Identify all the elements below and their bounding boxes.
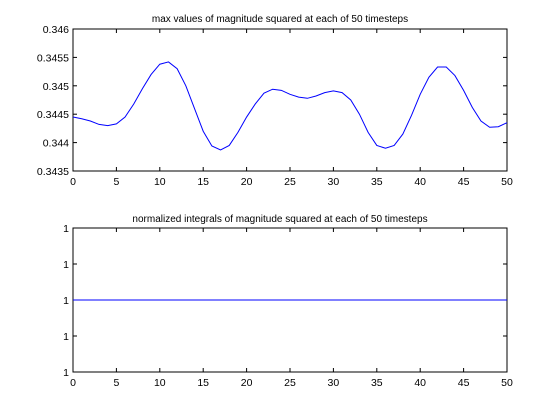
top-x-tick-label: 20 bbox=[241, 176, 253, 188]
bottom-x-tick-label: 30 bbox=[328, 377, 340, 389]
top-y-tick-label: 0.3435 bbox=[37, 166, 69, 178]
bottom-x-tick-label: 20 bbox=[241, 377, 253, 389]
bottom-y-tick-label: 1 bbox=[63, 331, 69, 343]
top-chart: max values of magnitude squared at each … bbox=[37, 14, 513, 188]
top-x-tick-label: 25 bbox=[284, 176, 296, 188]
bottom-y-tick-label: 1 bbox=[63, 295, 69, 307]
bottom-x-tick-label: 40 bbox=[414, 377, 426, 389]
bottom-chart-title: normalized integrals of magnitude square… bbox=[132, 214, 427, 225]
bottom-chart: normalized integrals of magnitude square… bbox=[63, 214, 513, 389]
top-chart-title: max values of magnitude squared at each … bbox=[152, 14, 408, 25]
top-x-tick-label: 35 bbox=[371, 176, 383, 188]
top-y-tick-label: 0.346 bbox=[43, 24, 69, 36]
top-x-tick-label: 45 bbox=[458, 176, 470, 188]
bottom-y-tick-label: 1 bbox=[63, 223, 69, 235]
top-x-tick-label: 0 bbox=[70, 176, 76, 188]
top-x-tick-label: 50 bbox=[501, 176, 513, 188]
bottom-x-tick-label: 25 bbox=[284, 377, 296, 389]
bottom-x-tick-label: 10 bbox=[154, 377, 166, 389]
top-x-tick-label: 5 bbox=[113, 176, 119, 188]
bottom-x-tick-label: 45 bbox=[458, 377, 470, 389]
bottom-x-tick-label: 15 bbox=[197, 377, 209, 389]
bottom-x-tick-label: 50 bbox=[501, 377, 513, 389]
bottom-x-tick-label: 35 bbox=[371, 377, 383, 389]
bottom-y-tick-label: 1 bbox=[63, 367, 69, 379]
top-chart-axes bbox=[72, 28, 508, 172]
top-x-tick-label: 40 bbox=[414, 176, 426, 188]
top-y-tick-label: 0.344 bbox=[43, 138, 69, 150]
bottom-x-tick-label: 5 bbox=[113, 377, 119, 389]
top-x-tick-label: 30 bbox=[328, 176, 340, 188]
bottom-x-tick-label: 0 bbox=[70, 377, 76, 389]
bottom-y-tick-label: 1 bbox=[63, 259, 69, 271]
top-chart-series-line bbox=[72, 61, 508, 151]
top-x-tick-label: 10 bbox=[154, 176, 166, 188]
top-y-tick-label: 0.3455 bbox=[37, 52, 69, 64]
top-y-tick-label: 0.3445 bbox=[37, 109, 69, 121]
top-y-tick-label: 0.345 bbox=[43, 81, 69, 93]
top-x-tick-label: 15 bbox=[197, 176, 209, 188]
